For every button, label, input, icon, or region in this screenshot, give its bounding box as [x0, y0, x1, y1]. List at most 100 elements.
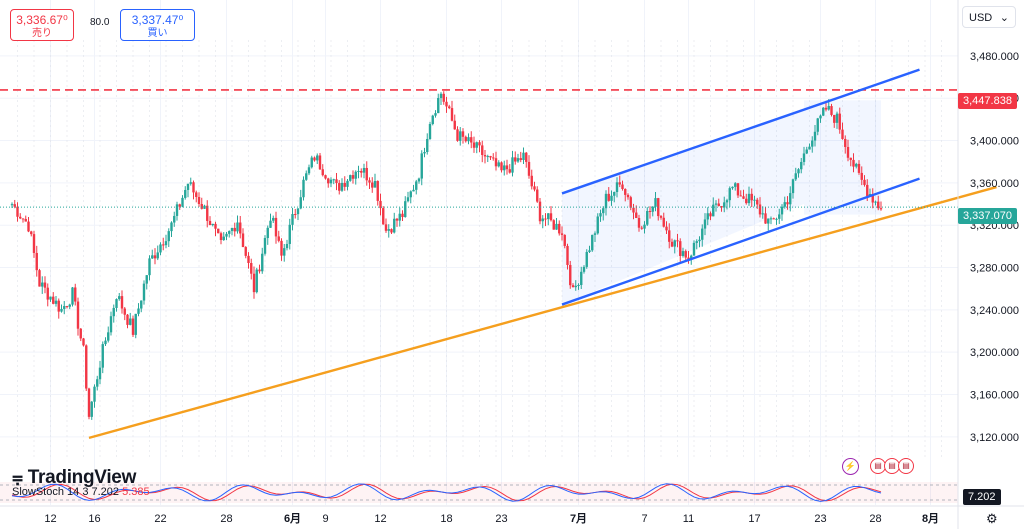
candle-body [794, 173, 797, 180]
sell-button[interactable]: 3,336.67⁰ 売り [10, 9, 74, 41]
candle-body [208, 220, 212, 226]
candle-body [637, 217, 641, 228]
buy-button[interactable]: 3,337.47⁰ 買い [120, 9, 195, 41]
candle-body [217, 228, 220, 234]
candle-body [38, 270, 41, 287]
trend-lines[interactable] [0, 68, 997, 440]
candle-body [274, 217, 278, 237]
indicator-name: SlowStoch 14 3 [12, 486, 89, 498]
candle-body [673, 240, 676, 247]
currency-label: USD [969, 12, 993, 24]
candle-body [563, 234, 566, 246]
x-tick-label: 23 [814, 513, 826, 525]
candle-body [681, 251, 685, 256]
candle-body [49, 296, 52, 300]
channel-lower-line [561, 177, 920, 306]
candle-body [120, 296, 124, 309]
candle-body [684, 251, 687, 258]
currency-selector[interactable]: USD ⌄ [962, 6, 1016, 28]
candle-body [181, 197, 184, 207]
candle-body [321, 169, 324, 176]
candle-body [580, 271, 583, 285]
candle-body [838, 113, 841, 130]
candle-body [802, 153, 806, 162]
candle-body [855, 163, 858, 167]
candle-body [736, 183, 740, 196]
candle-body [668, 230, 671, 242]
candle-body [500, 162, 503, 171]
candle-body [533, 186, 536, 190]
grid-lines [0, 0, 959, 505]
candle-body [107, 332, 110, 341]
candle-body [519, 158, 522, 160]
x-tick-label: 17 [748, 513, 760, 525]
candle-body [236, 222, 239, 232]
y-tick-label: 3,120.000 [970, 432, 1019, 444]
candle-body [368, 180, 371, 183]
y-tick-label: 3,240.000 [970, 305, 1019, 317]
x-tick-label: 18 [440, 513, 452, 525]
candle-body [709, 213, 712, 217]
candle-body [703, 219, 707, 229]
candle-body [52, 296, 55, 304]
candle-body [32, 234, 36, 253]
candle-body [283, 248, 286, 256]
candle-body [426, 138, 429, 153]
candle-body [866, 184, 869, 197]
candle-body [571, 285, 575, 288]
candle-body [393, 218, 396, 233]
candle-body [68, 304, 71, 307]
candle-body [269, 220, 272, 228]
candle-body [153, 255, 157, 259]
candle-body [439, 93, 443, 99]
gear-icon[interactable]: ⚙ [986, 511, 998, 526]
y-tick-label: 3,480.000 [970, 51, 1019, 63]
candle-body [712, 204, 715, 217]
candle-body [833, 114, 836, 123]
candle-body [527, 161, 531, 176]
candle-body [417, 178, 421, 182]
us-flag-icon[interactable]: ▤ [898, 458, 914, 474]
candle-body [35, 252, 38, 271]
candle-body [184, 189, 187, 198]
candle-body [723, 202, 726, 208]
candle-body [797, 169, 800, 174]
candle-body [547, 213, 550, 220]
y-tick-label: 3,280.000 [970, 263, 1019, 275]
candle-body [351, 175, 355, 179]
stoch-k-line [11, 483, 882, 502]
time-axis[interactable]: 12 16 22 28 6月 9 12 18 23 7月 7 11 17 23 28 8月 [44, 512, 939, 525]
candle-body [19, 216, 22, 219]
candle-body [398, 213, 401, 221]
candle-body [566, 245, 569, 265]
x-tick-label: 6月 [284, 512, 301, 525]
candle-body [486, 156, 489, 158]
candle-body [588, 250, 591, 252]
candle-body [230, 227, 234, 232]
candle-body [478, 142, 481, 146]
candle-body [819, 115, 822, 119]
candle-body [428, 124, 432, 139]
candle-body [241, 233, 245, 248]
buy-price: 3,337.47⁰ [131, 13, 184, 27]
x-tick-label: 8月 [922, 512, 939, 525]
candle-body [332, 179, 335, 181]
candle-body [651, 206, 654, 212]
candle-body [657, 198, 660, 217]
candle-body [250, 263, 253, 274]
candle-body [739, 195, 742, 197]
candle-body [178, 204, 181, 207]
candle-body [340, 182, 344, 191]
candle-body [384, 224, 388, 231]
candle-body [604, 193, 608, 209]
price-axis[interactable]: 3,480.0003,440.0003,400.0003,360.0003,32… [957, 0, 1019, 529]
lightning-icon[interactable]: ⚡ [842, 458, 859, 475]
candle-body [695, 241, 698, 243]
candle-body [13, 204, 16, 207]
candle-body [497, 162, 500, 167]
us-flag-icon[interactable]: ▤ [870, 458, 886, 474]
candle-body [596, 216, 599, 234]
indicator-legend[interactable]: SlowStoch 14 3 7.202 5.385 [12, 486, 150, 498]
candle-body [335, 179, 338, 184]
